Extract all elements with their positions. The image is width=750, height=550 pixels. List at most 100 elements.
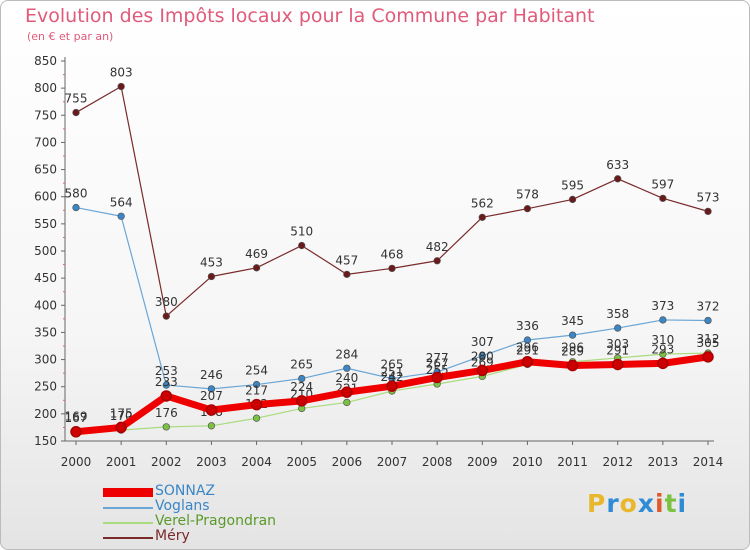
data-label: 468 (381, 247, 404, 261)
data-label: 265 (290, 358, 313, 372)
data-label: 358 (606, 307, 629, 321)
data-label: 562 (471, 196, 494, 210)
data-label: 310 (651, 333, 674, 347)
data-label: 240 (335, 371, 358, 385)
legend-label: Verel-Pragondran (155, 513, 277, 529)
data-point (298, 374, 306, 383)
data-point (478, 213, 486, 221)
data-label: 251 (381, 365, 404, 379)
data-label: 510 (290, 225, 313, 239)
legend-swatch (103, 507, 153, 509)
data-label: 469 (245, 247, 268, 261)
data-point (659, 350, 667, 358)
data-label: 803 (110, 66, 133, 80)
y-tick-label: 550 (34, 217, 57, 231)
y-tick-label: 850 (34, 54, 57, 68)
data-label: 312 (697, 332, 720, 346)
data-point (566, 359, 579, 372)
data-label: 453 (200, 256, 223, 270)
data-label: 277 (426, 351, 449, 365)
data-point (478, 352, 486, 360)
data-point (295, 395, 308, 407)
data-label: 167 (65, 411, 88, 425)
data-point (388, 264, 396, 273)
data-point (659, 316, 667, 324)
data-label: 224 (290, 380, 313, 394)
data-point (160, 390, 173, 402)
data-label: 291 (606, 343, 629, 357)
data-label: 265 (381, 358, 404, 372)
y-tick-label: 650 (34, 163, 57, 177)
data-label: 242 (381, 370, 404, 384)
data-point (659, 194, 667, 202)
data-point (614, 175, 622, 183)
data-point (252, 264, 261, 272)
data-label: 307 (471, 335, 494, 349)
x-tick-label: 2013 (648, 455, 679, 469)
data-label: 169 (65, 410, 88, 424)
x-tick-label: 2012 (602, 455, 633, 469)
data-point (72, 203, 80, 212)
data-point (343, 270, 351, 278)
data-point (702, 351, 714, 363)
data-label: 296 (516, 341, 539, 355)
y-tick-label: 250 (34, 380, 57, 394)
data-label: 482 (426, 240, 449, 254)
data-point (162, 312, 170, 320)
data-point (117, 212, 125, 220)
data-point (162, 381, 170, 389)
y-tick-label: 200 (34, 407, 57, 421)
x-tick-label: 2007 (377, 455, 408, 469)
data-label: 372 (697, 299, 720, 313)
legend-swatch (103, 537, 153, 539)
y-tick-label: 500 (34, 244, 57, 258)
data-point (521, 355, 534, 368)
data-point (207, 385, 216, 393)
data-point (117, 82, 125, 91)
data-label: 595 (561, 178, 584, 192)
data-label: 254 (245, 364, 268, 378)
data-label: 293 (651, 342, 674, 356)
data-point (611, 358, 624, 371)
data-point (704, 207, 712, 216)
data-point (162, 423, 170, 431)
data-label: 280 (471, 349, 494, 363)
data-label: 175 (110, 406, 133, 420)
x-tick-label: 2001 (106, 455, 137, 469)
data-point (568, 195, 577, 204)
chart-subtitle: (en € et par an) (27, 30, 114, 43)
data-point (433, 257, 441, 265)
data-label: 296 (561, 341, 584, 355)
data-label: 580 (65, 187, 88, 201)
proxiti-logo: Proxiti (587, 489, 688, 518)
data-label: 305 (697, 336, 720, 350)
data-point (343, 364, 351, 372)
data-point (523, 336, 532, 344)
data-label: 578 (516, 188, 539, 202)
x-tick-label: 2010 (512, 455, 543, 469)
data-point (568, 331, 577, 339)
x-tick-label: 2006 (332, 455, 363, 469)
legend-swatch (103, 522, 153, 524)
y-tick-label: 800 (34, 81, 57, 95)
data-label: 267 (426, 356, 449, 370)
data-label: 291 (516, 343, 539, 357)
data-label: 246 (200, 368, 223, 382)
x-tick-label: 2003 (196, 455, 227, 469)
data-label: 253 (155, 364, 178, 378)
data-point (207, 272, 216, 281)
x-tick-label: 2009 (467, 455, 498, 469)
data-point (207, 422, 216, 430)
legend-label: SONNAZ (155, 483, 216, 499)
data-label: 457 (335, 253, 358, 267)
x-tick-label: 2008 (422, 455, 453, 469)
x-tick-label: 2004 (241, 455, 272, 469)
series-line (75, 85, 709, 317)
y-tick-label: 300 (34, 353, 57, 367)
x-tick-label: 2002 (151, 455, 182, 469)
data-label: 373 (651, 299, 674, 313)
legend-swatch (103, 488, 153, 497)
data-point (431, 371, 443, 384)
